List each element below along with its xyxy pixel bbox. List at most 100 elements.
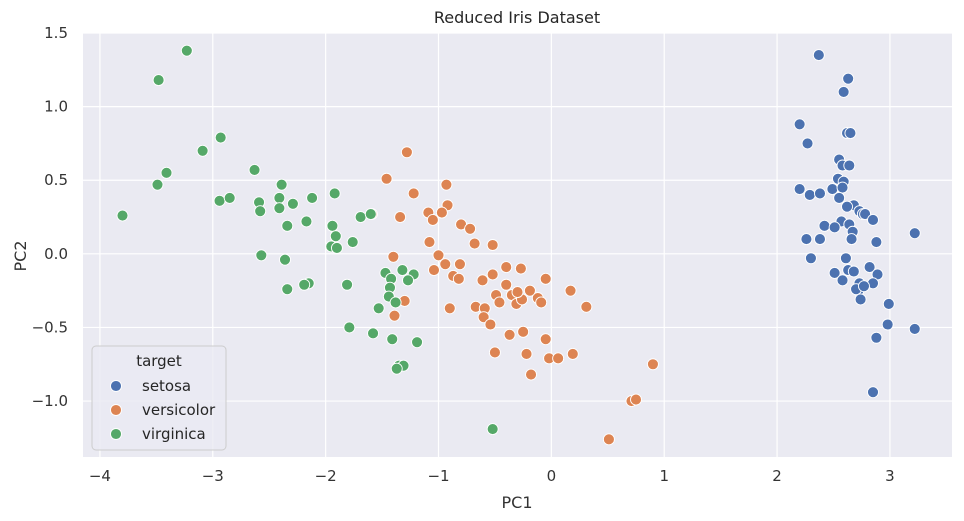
legend: target setosa versicolor virginica [91,345,227,451]
data-point-versicolor [525,368,537,381]
data-point-virginica [279,253,291,266]
data-point-setosa [847,265,860,278]
data-point-versicolor [493,296,506,309]
data-point-versicolor [646,358,659,371]
y-tick-label: −1.0 [32,392,68,410]
data-point-versicolor [486,268,499,281]
data-point-setosa [836,274,849,287]
data-point-setosa [881,318,894,331]
data-point-virginica [275,178,288,191]
data-point-versicolor [452,272,465,285]
data-point-versicolor [468,237,481,250]
data-point-versicolor [407,187,420,200]
data-point-versicolor [464,222,477,235]
data-point-virginica [341,278,354,291]
x-tick-label: −4 [89,467,111,485]
data-point-versicolor [602,433,615,446]
data-point-virginica [354,211,367,223]
data-point-setosa [801,137,814,150]
data-point-setosa [828,221,841,234]
data-point-setosa [833,191,846,204]
data-point-virginica [214,131,227,144]
data-point-versicolor [484,318,497,331]
data-point-virginica [273,202,286,215]
data-point-versicolor [539,272,552,285]
data-point-virginica [306,191,319,204]
data-point-setosa [800,233,813,246]
data-point-virginica [346,236,359,249]
data-point-virginica [372,302,385,315]
data-point-versicolor [564,284,577,297]
data-point-setosa [870,331,883,344]
data-point-virginica [196,144,209,157]
data-point-versicolor [630,393,642,406]
data-point-versicolor [503,328,516,341]
data-point-versicolor [387,250,400,263]
data-point-versicolor [426,214,439,226]
legend-marker-virginica [110,428,122,440]
y-tick-label: 1.0 [44,98,68,116]
data-point-setosa [814,233,826,246]
data-point-setosa [870,236,883,249]
data-point-setosa [882,297,895,310]
data-point-virginica [329,230,342,243]
data-point-virginica [390,362,403,375]
data-point-versicolor [435,206,448,219]
data-point-virginica [273,191,286,204]
x-tick-label: −2 [315,467,337,485]
data-point-setosa [814,187,826,200]
data-point-setosa [839,252,852,265]
data-point-setosa [812,49,825,62]
x-tick-label: 1 [659,467,669,485]
data-point-setosa [867,386,879,399]
legend-label-versicolor: versicolor [142,401,216,419]
legend-box [91,345,227,451]
x-tick-label: 0 [547,467,557,485]
data-point-setosa [793,118,806,131]
data-point-versicolor [432,249,445,262]
data-point-versicolor [476,274,489,287]
data-point-setosa [863,261,876,274]
data-point-versicolor [539,333,552,346]
data-point-virginica [402,274,414,287]
x-tick-label: −1 [427,467,449,485]
data-point-virginica [367,327,379,340]
data-point-virginica [223,191,236,204]
data-point-setosa [804,252,817,265]
data-point-virginica [343,321,356,334]
data-point-setosa [867,214,879,226]
data-point-versicolor [517,325,530,338]
data-point-virginica [254,205,267,218]
data-point-setosa [828,267,841,279]
data-point-setosa [908,322,921,335]
data-point-versicolor [535,296,548,309]
data-point-virginica [389,296,402,309]
data-point-setosa [818,219,831,232]
data-point-versicolor [500,278,513,291]
data-point-virginica [298,278,311,291]
data-point-setosa [844,127,857,140]
data-point-versicolor [580,300,593,313]
data-point-versicolor [477,311,490,324]
data-point-virginica [255,249,268,262]
data-point-versicolor [423,236,436,249]
data-point-versicolor [400,146,413,159]
data-point-versicolor [380,172,393,185]
x-tick-label: 2 [772,467,782,485]
y-tick-label: 1.5 [44,24,68,42]
y-axis-label: PC2 [11,241,30,272]
data-point-setosa [845,233,858,246]
data-point-versicolor [388,309,401,322]
data-point-virginica [286,197,299,210]
data-point-versicolor [443,302,456,315]
data-point-setosa [842,72,855,85]
data-point-versicolor [552,352,565,365]
data-point-setosa [841,200,853,213]
data-point-setosa [858,280,870,293]
data-point-setosa [837,85,850,98]
data-point-setosa [793,183,806,196]
data-point-virginica [281,219,294,232]
data-point-virginica [486,423,499,435]
data-point-setosa [854,293,867,306]
